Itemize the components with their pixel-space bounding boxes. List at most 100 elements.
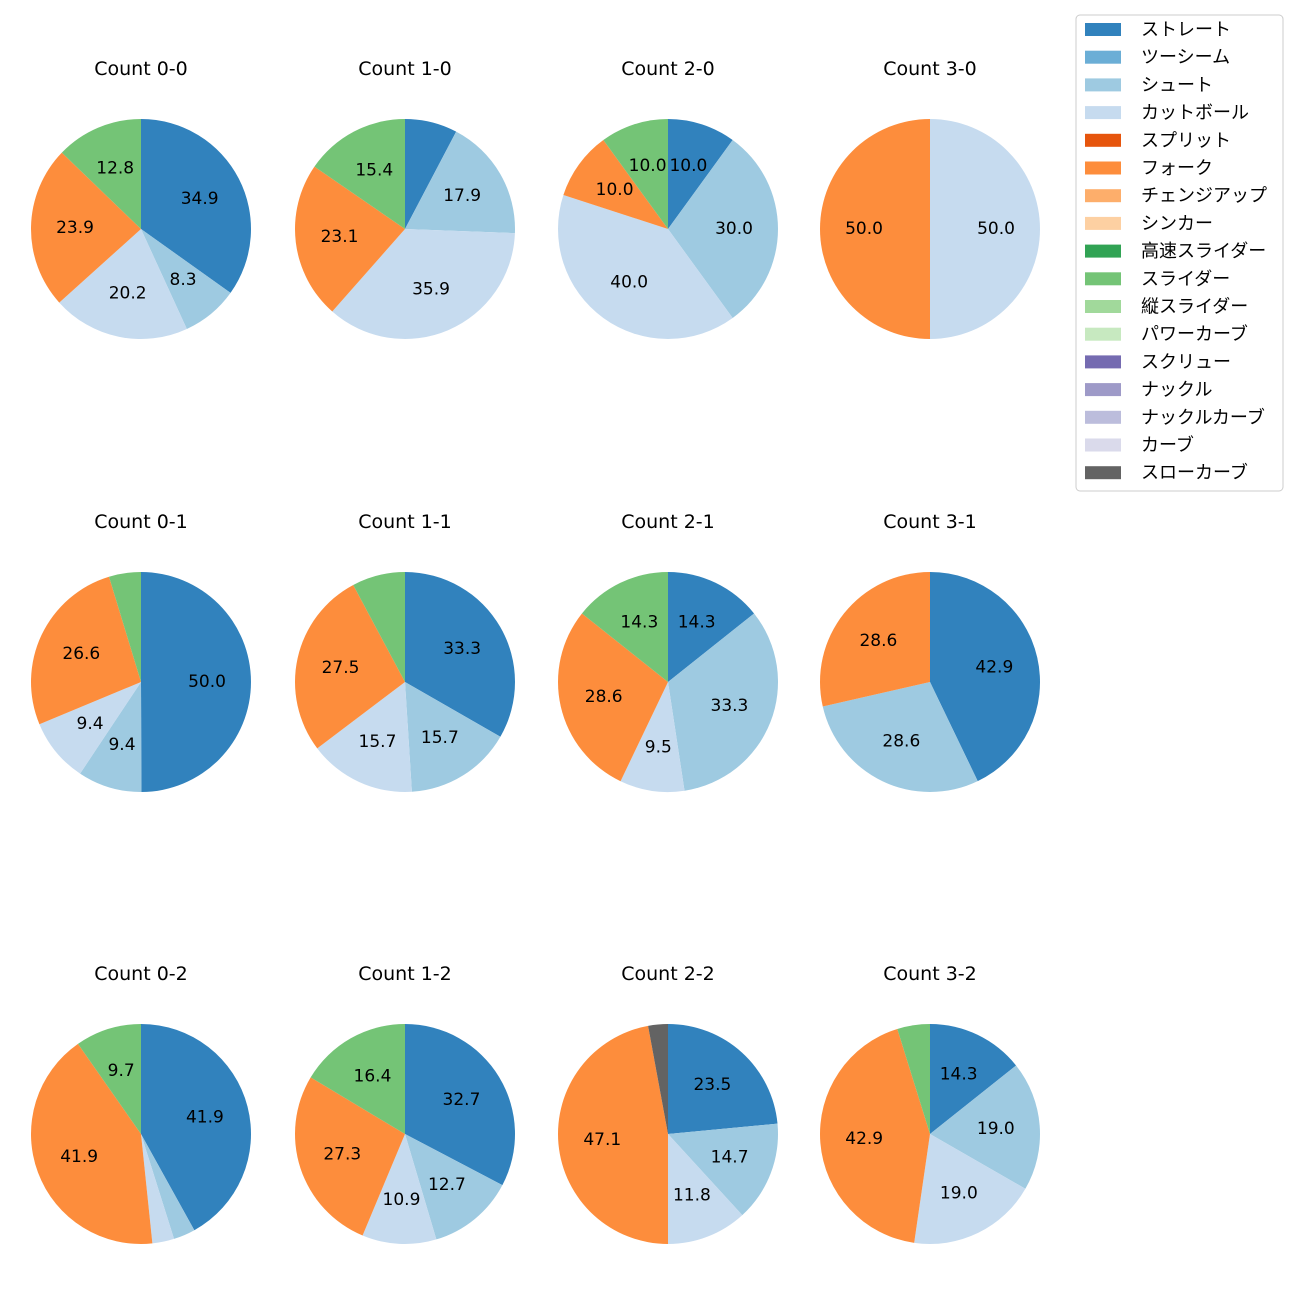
legend-swatch <box>1085 410 1121 424</box>
slice-label: 19.0 <box>977 1119 1015 1139</box>
legend-label: 縦スライダー <box>1141 297 1248 318</box>
legend-swatch <box>1085 106 1121 120</box>
slice-label: 9.5 <box>645 737 672 757</box>
legend-frame <box>1075 14 1284 492</box>
pie-slice <box>405 1134 503 1240</box>
pie-slice <box>294 1077 405 1236</box>
slice-label: 12.8 <box>96 158 134 178</box>
slice-label: 26.6 <box>62 644 100 664</box>
pie-slice <box>31 152 142 303</box>
legend: ストレートツーシームシュートカットボールスプリットフォークチェンジアップシンカー… <box>1075 14 1284 492</box>
slice-label: 47.1 <box>583 1130 621 1150</box>
pie-slice <box>317 682 412 792</box>
pie-slice <box>59 229 187 339</box>
pie-slice <box>668 1123 778 1216</box>
slice-label: 41.9 <box>186 1107 224 1127</box>
pie-slice <box>668 140 778 318</box>
legend-swatch <box>1085 23 1121 36</box>
pie-panel: Count 1-2 32.7 12.7 10.9 27.3 16.4 <box>294 963 515 1244</box>
legend-label: スライダー <box>1141 269 1230 290</box>
pie-slice <box>31 576 142 725</box>
legend-swatch <box>1085 327 1121 341</box>
pie-panel: Count 1-1 33.3 15.7 15.7 27.5 <box>295 511 515 792</box>
slice-label: 27.5 <box>322 658 360 678</box>
panel-title: Count 3-2 <box>883 963 977 985</box>
slice-label: 10.0 <box>596 180 634 200</box>
slice-label: 15.7 <box>421 728 459 748</box>
slice-label: 23.5 <box>693 1075 731 1095</box>
pie-slice <box>61 119 142 229</box>
pie-slice <box>668 1134 743 1244</box>
legend-swatch <box>1085 161 1121 175</box>
panel-title: Count 2-0 <box>621 58 715 80</box>
pie-slice <box>405 682 501 792</box>
pie-slice <box>332 229 515 339</box>
panel-title: Count 0-0 <box>94 58 188 80</box>
pie-slice <box>295 584 405 749</box>
slice-label: 9.4 <box>108 735 135 755</box>
slice-label: 14.3 <box>678 613 716 633</box>
legend-label: シンカー <box>1141 213 1213 234</box>
legend-swatch <box>1085 133 1121 147</box>
slice-label: 16.4 <box>354 1067 392 1087</box>
legend-swatch <box>1085 355 1121 369</box>
pie-slice <box>930 572 1040 782</box>
slice-label: 33.3 <box>443 639 481 659</box>
pie-slice <box>310 1023 405 1134</box>
slice-label: 41.9 <box>60 1147 98 1167</box>
pie-slice <box>141 1024 252 1231</box>
pie-slice <box>295 166 405 312</box>
slice-label: 32.7 <box>443 1090 481 1110</box>
pie-slice <box>141 1134 195 1239</box>
panel-title: Count 3-1 <box>883 511 977 533</box>
pie-slice <box>141 229 231 329</box>
legend-label: ナックル <box>1141 380 1212 401</box>
pie-slice <box>353 572 405 682</box>
slice-label: 14.3 <box>620 613 658 633</box>
slice-label: 23.1 <box>321 227 359 247</box>
slice-label: 40.0 <box>610 272 648 292</box>
slice-label: 11.8 <box>673 1186 711 1206</box>
pie-slice <box>668 572 755 682</box>
pie-slice <box>314 119 405 229</box>
pie-slice <box>819 1028 930 1243</box>
legend-label: スプリット <box>1141 130 1231 151</box>
pie-slice <box>819 572 930 707</box>
slice-label: 33.3 <box>711 696 749 716</box>
pie-slice <box>558 1025 668 1244</box>
pie-slice <box>39 682 141 774</box>
slice-label: 17.9 <box>443 186 481 206</box>
slice-label: 15.4 <box>355 161 393 181</box>
pie-panel: Count 3-1 42.9 28.6 28.6 <box>819 511 1040 792</box>
slice-label: 14.3 <box>940 1065 978 1085</box>
pie-slice <box>914 1134 1026 1244</box>
panel-title: Count 1-1 <box>358 511 452 533</box>
pie-panel: Count 0-2 41.9 41.9 9.7 <box>31 963 252 1244</box>
pie-panel: Count 2-2 23.5 14.711.8 47.1 <box>558 963 778 1244</box>
panel-title: Count 0-2 <box>94 963 188 985</box>
pie-slice <box>557 195 733 339</box>
legend-swatch <box>1085 383 1121 397</box>
slice-label: 34.9 <box>181 189 219 209</box>
slice-label: 28.6 <box>859 631 897 651</box>
panel-title: Count 1-0 <box>358 58 452 80</box>
pie-slice <box>405 1024 515 1186</box>
legend-swatch <box>1085 466 1121 480</box>
slice-label: 30.0 <box>715 219 753 239</box>
legend-swatch <box>1085 272 1121 286</box>
legend-label: スクリュー <box>1141 352 1231 373</box>
pie-slice <box>930 1065 1040 1189</box>
legend-label: スローカーブ <box>1141 462 1248 484</box>
legend-label: ストレート <box>1141 20 1231 41</box>
legend-swatch <box>1085 244 1121 258</box>
pie-slice <box>80 682 142 792</box>
pie-slice <box>668 119 733 229</box>
slice-label: 20.2 <box>109 284 147 304</box>
legend-label: カーブ <box>1141 434 1194 456</box>
slice-label: 42.9 <box>845 1129 883 1149</box>
pie-panel: Count 0-0 34.9 8.3 20.2 23.9 12.8 <box>31 58 251 339</box>
slice-label: 50.0 <box>977 219 1015 239</box>
pie-panel: Count 2-010.030.040.010.010.0 <box>557 58 778 339</box>
slice-label: 8.3 <box>170 270 197 290</box>
